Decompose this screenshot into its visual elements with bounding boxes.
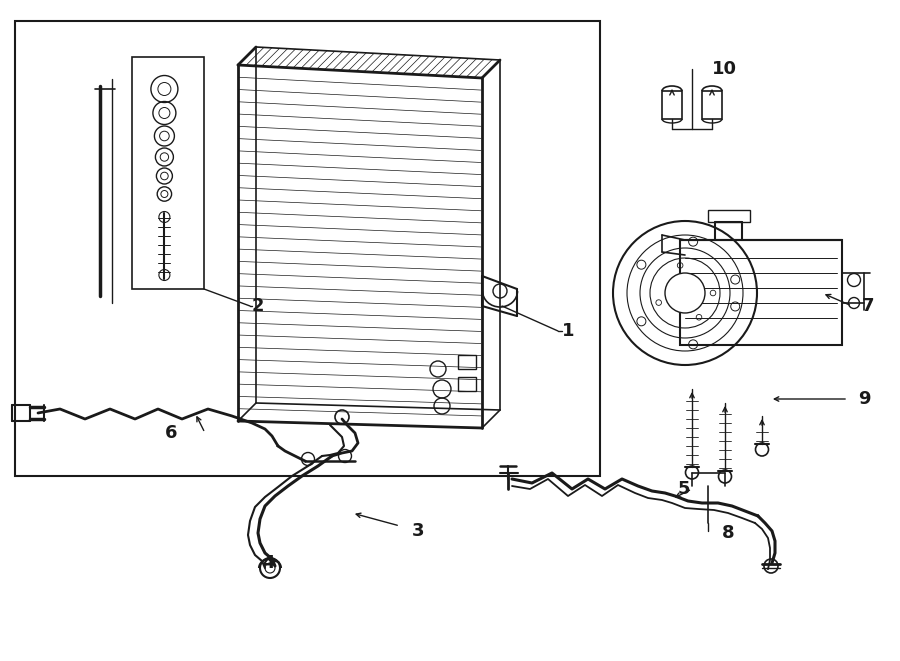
Bar (458, 377, 476, 391)
Text: 7: 7 (862, 297, 875, 315)
Text: 4: 4 (262, 554, 274, 572)
Bar (662, 91, 682, 119)
Text: 5: 5 (678, 480, 690, 498)
Text: 10: 10 (712, 60, 737, 78)
Circle shape (665, 273, 705, 313)
Text: 6: 6 (165, 424, 177, 442)
Bar (132, 57, 204, 289)
Bar (708, 210, 750, 222)
Text: 2: 2 (252, 297, 265, 315)
Text: 8: 8 (722, 524, 734, 542)
Bar (15, 21, 600, 476)
Bar (702, 91, 722, 119)
Text: 3: 3 (412, 522, 425, 540)
Bar (458, 355, 476, 369)
Bar (680, 240, 842, 345)
Text: 1: 1 (562, 322, 574, 340)
Text: 9: 9 (858, 390, 870, 408)
